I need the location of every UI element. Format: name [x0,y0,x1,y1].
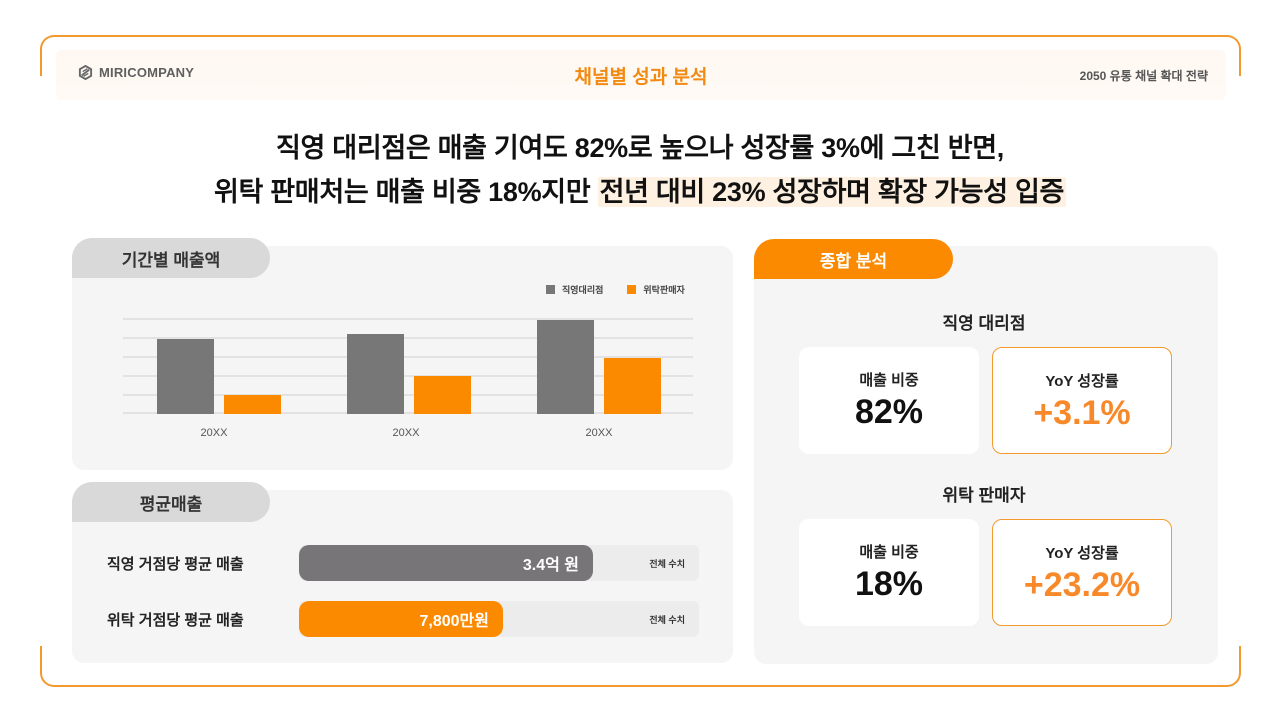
share-value: 82% [854,393,924,431]
headline: 직영 대리점은 매출 기여도 82%로 높으나 성장률 3%에 그친 반면, 위… [0,126,1280,214]
summary-heading-consign: 위탁 판매자 [942,486,1026,505]
chart-bar [157,339,214,414]
avg-total-label: 전체 수치 [649,615,685,625]
growth-value: +23.2% [1023,566,1141,604]
logo-icon [78,65,93,80]
headline-highlight: 전년 대비 23% 성장하며 확장 가능성 입증 [597,177,1067,207]
header-subtitle: 2050 유통 채널 확대 전략 [1079,69,1208,83]
x-axis-label: 20XX [392,427,420,439]
logo-text: MIRICOMPANY [99,65,195,80]
share-label: 매출 비중 [859,544,919,561]
chart-bar [537,320,594,414]
share-card-consign: 매출 비중 18% [799,519,979,626]
chart-legend: 직영대리점 위탁판매자 [546,283,685,296]
bar-chart [123,318,693,414]
gridline [123,375,693,377]
share-label: 매출 비중 [859,372,919,389]
summary-heading-direct: 직영 대리점 [942,314,1026,333]
chart-bar [604,358,661,414]
frame-top-bracket [40,35,1241,76]
header-bar: MIRICOMPANY 채널별 성과 분석 2050 유통 채널 확대 전략 [56,50,1226,100]
frame-bottom-bracket [40,646,1241,687]
legend-item-direct: 직영대리점 [546,283,603,296]
gridline [123,394,693,396]
x-axis-label: 20XX [585,427,613,439]
legend-item-consign: 위탁판매자 [627,283,685,296]
legend-swatch-gray [546,285,555,294]
avg-bar-fill-direct: 3.4억 원 [299,545,593,581]
avg-bar-track-direct: 3.4억 원 전체 수치 [299,545,699,581]
growth-card-direct: YoY 성장률 +3.1% [992,347,1172,454]
gridline [123,337,693,339]
gridline [123,356,693,358]
headline-line-2-plain: 위탁 판매처는 매출 비중 18%지만 [213,177,598,207]
legend-label: 직영대리점 [562,285,604,295]
chart-bar [414,376,471,414]
growth-label: YoY 성장률 [1045,545,1119,562]
company-logo: MIRICOMPANY [78,65,194,80]
avg-label: 직영 거점당 평균 매출 [107,555,244,573]
growth-label: YoY 성장률 [1045,373,1119,390]
chart-bar [224,395,281,414]
share-card-direct: 매출 비중 82% [799,347,979,454]
avg-total-label: 전체 수치 [649,559,685,569]
avg-bar-track-consign: 7,800만원 전체 수치 [299,601,699,637]
growth-card-consign: YoY 성장률 +23.2% [992,519,1172,626]
gridline [123,412,693,414]
avg-bar-fill-consign: 7,800만원 [299,601,503,637]
avg-label: 위탁 거점당 평균 매출 [107,611,244,629]
avg-row-direct: 직영 거점당 평균 매출 [107,545,299,581]
avg-row-consign: 위탁 거점당 평균 매출 [107,601,299,637]
headline-line-2: 위탁 판매처는 매출 비중 18%지만 전년 대비 23% 성장하며 확장 가능… [0,170,1280,214]
share-value: 18% [854,565,924,603]
summary-tab: 종합 분석 [754,239,953,279]
period-sales-tab: 기간별 매출액 [72,238,270,278]
avg-sales-tab: 평균매출 [72,482,270,522]
legend-label: 위탁판매자 [643,285,685,295]
gridline [123,318,693,320]
headline-line-1: 직영 대리점은 매출 기여도 82%로 높으나 성장률 3%에 그친 반면, [276,133,1004,163]
page-title: 채널별 성과 분석 [574,67,708,88]
legend-swatch-orange [627,285,637,294]
x-axis-label: 20XX [200,427,228,439]
growth-value: +3.1% [1033,394,1131,432]
chart-bar [347,334,404,414]
